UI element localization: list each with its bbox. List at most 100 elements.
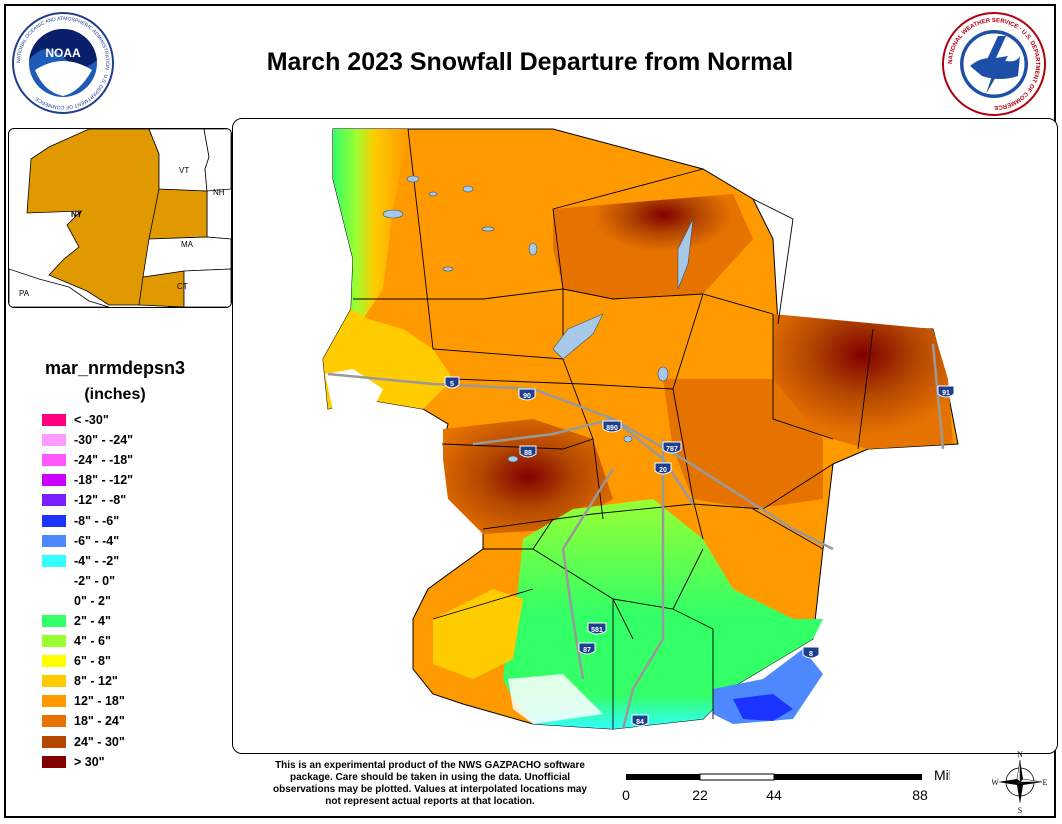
compass-s: S — [1018, 806, 1022, 814]
map-region-west-white — [325, 369, 383, 411]
interstate-shield-787: 787 — [662, 441, 682, 454]
interstate-shield-5: 5 — [444, 376, 460, 389]
highway-lines — [327, 343, 945, 730]
inset-label-vt: VT — [179, 166, 189, 175]
legend-label: -4" - -2" — [74, 553, 120, 568]
svg-text:8: 8 — [809, 651, 813, 658]
legend: < -30" -30" - -24" -24" - -18" -18" - -12" -… — [42, 410, 133, 772]
legend-label: -12" - -8" — [74, 493, 127, 508]
legend-swatch — [42, 414, 66, 427]
legend-item: -24" - -18" — [42, 450, 133, 470]
snowfall-map-panel: 5 90 890 787 88 20 91 581 87 8 84 — [232, 118, 1058, 754]
legend-label: 0" - 2" — [74, 593, 111, 608]
legend-item: 12" - 18" — [42, 691, 133, 711]
interstate-shield-8: 8 — [802, 646, 820, 659]
map-region-east — [773, 314, 953, 449]
legend-swatch — [42, 494, 66, 507]
compass-w: W — [992, 778, 999, 787]
legend-title: mar_nrmdepsn3 — [44, 358, 186, 378]
map-region-west — [333, 129, 408, 319]
inset-label-ct: CT — [177, 282, 188, 291]
svg-text:84: 84 — [636, 719, 644, 726]
compass-e: E — [1043, 778, 1048, 787]
legend-swatch — [42, 695, 66, 708]
legend-item: 8" - 12" — [42, 671, 133, 691]
interstate-shield-91: 91 — [937, 385, 955, 398]
interstate-shield-890: 890 — [602, 420, 622, 433]
legend-item: -30" - -24" — [42, 430, 133, 450]
map-region-south-yellow — [433, 589, 523, 679]
legend-swatch — [42, 514, 66, 527]
legend-swatch — [42, 594, 66, 607]
map-region-south-white — [508, 674, 603, 724]
legend-swatch — [42, 614, 66, 627]
noaa-logo-text: NOAA — [45, 46, 81, 60]
legend-label: -18" - -12" — [74, 473, 134, 488]
legend-item: 18" - 24" — [42, 711, 133, 731]
svg-text:88: 88 — [524, 450, 532, 457]
compass-rose-icon: N S E W — [992, 750, 1048, 814]
inset-label-ma: MA — [181, 240, 194, 249]
scale-tick-22: 22 — [692, 787, 708, 803]
compass-n: N — [1017, 750, 1023, 759]
svg-text:87: 87 — [583, 647, 591, 654]
legend-label: 4" - 6" — [74, 634, 111, 649]
inset-label-nh: NH — [213, 188, 225, 197]
legend-label: -2" - 0" — [74, 573, 116, 588]
svg-text:20: 20 — [659, 467, 667, 474]
legend-label: 12" - 18" — [74, 694, 125, 709]
legend-item: 4" - 6" — [42, 631, 133, 651]
legend-item: -4" - -2" — [42, 551, 133, 571]
inset-label-pa: PA — [19, 289, 30, 298]
svg-text:581: 581 — [591, 627, 603, 634]
legend-swatch — [42, 434, 66, 447]
legend-label: 2" - 4" — [74, 613, 111, 628]
legend-label: -6" - -4" — [74, 533, 120, 548]
map-region-northeast — [553, 194, 753, 299]
scale-tick-44: 44 — [766, 787, 782, 803]
legend-item: -2" - 0" — [42, 571, 133, 591]
legend-label: -8" - -6" — [74, 513, 120, 528]
legend-item: 24" - 30" — [42, 732, 133, 752]
nws-logo: NATIONAL WEATHER SERVICE · U.S. DEPARTME… — [942, 12, 1046, 116]
legend-swatch — [42, 655, 66, 668]
legend-item: 0" - 2" — [42, 591, 133, 611]
svg-text:890: 890 — [606, 425, 618, 432]
legend-item: -18" - -12" — [42, 470, 133, 490]
svg-text:787: 787 — [666, 446, 678, 453]
scale-tick-88: 88 — [912, 787, 928, 803]
legend-label: 6" - 8" — [74, 654, 111, 669]
legend-swatch — [42, 715, 66, 728]
legend-item: 2" - 4" — [42, 611, 133, 631]
legend-swatch — [42, 474, 66, 487]
legend-item: 6" - 8" — [42, 651, 133, 671]
legend-item: -12" - -8" — [42, 490, 133, 510]
interstate-shield-87: 87 — [578, 642, 596, 655]
legend-label: -24" - -18" — [74, 453, 134, 468]
legend-swatch — [42, 534, 66, 547]
interstate-shield-20: 20 — [654, 462, 672, 475]
map-region-south-blue-dark — [733, 694, 793, 721]
legend-label: > 30" — [74, 754, 105, 769]
scale-tick-0: 0 — [622, 787, 630, 803]
svg-text:5: 5 — [450, 381, 454, 388]
legend-label: -30" - -24" — [74, 433, 134, 448]
legend-label: 8" - 12" — [74, 674, 118, 689]
legend-item: -8" - -6" — [42, 510, 133, 530]
legend-item: -6" - -4" — [42, 531, 133, 551]
interstate-shield-90: 90 — [518, 388, 536, 401]
legend-units: (inches) — [84, 386, 146, 403]
scale-unit: Miles — [934, 767, 950, 783]
legend-label: 18" - 24" — [74, 714, 125, 729]
legend-swatch — [42, 635, 66, 648]
lakes — [382, 175, 694, 463]
legend-swatch — [42, 454, 66, 467]
legend-swatch — [42, 554, 66, 567]
map-title: March 2023 Snowfall Departure from Norma… — [266, 48, 794, 76]
map-region-central — [663, 379, 823, 509]
legend-label: 24" - 30" — [74, 734, 125, 749]
legend-item: > 30" — [42, 752, 133, 772]
map-region-southwest — [443, 419, 613, 534]
legend-item: < -30" — [42, 410, 133, 430]
county-boundaries — [353, 128, 874, 729]
